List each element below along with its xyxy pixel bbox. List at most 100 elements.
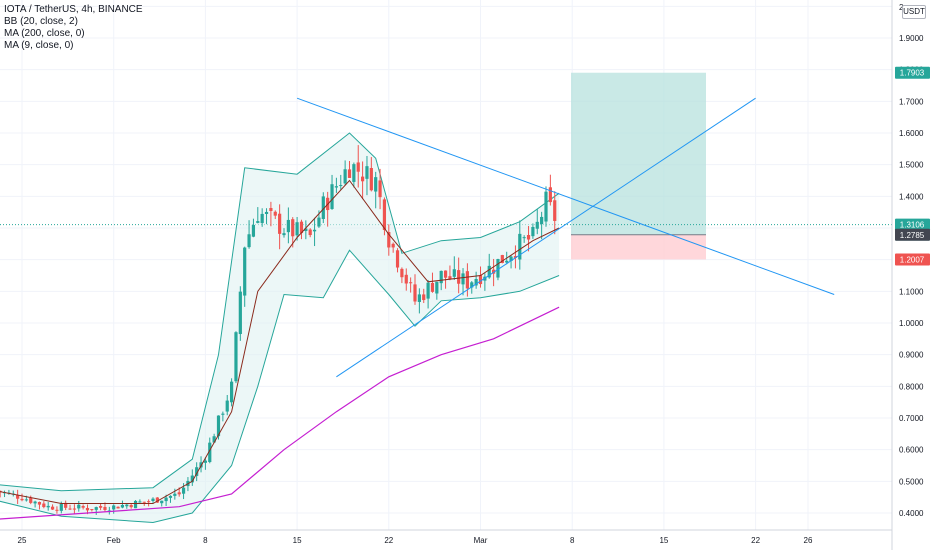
candle (487, 253, 491, 279)
candle-body (535, 221, 539, 229)
candle-body (343, 169, 347, 184)
candle (330, 174, 334, 210)
candle (518, 220, 522, 270)
candle-body (94, 507, 98, 510)
candle (50, 504, 55, 511)
candle (339, 174, 343, 190)
candle-body (155, 497, 159, 503)
candle (474, 271, 478, 289)
candle (29, 495, 33, 505)
candle (168, 495, 173, 503)
candle (461, 268, 465, 296)
candle (20, 493, 24, 502)
x-tick-label: 15 (659, 536, 668, 545)
candle-body (334, 186, 338, 188)
candle-body (64, 502, 68, 508)
x-tick-label: Mar (474, 536, 488, 545)
x-tick-label: 22 (751, 536, 760, 545)
candle (212, 433, 216, 443)
candle (304, 220, 308, 240)
x-tick-label: Feb (107, 536, 121, 545)
candle (264, 208, 269, 225)
candle (448, 265, 452, 281)
candle (548, 174, 552, 206)
candle-body (531, 226, 535, 237)
candle-body (430, 283, 435, 292)
x-tick-label: 26 (804, 536, 813, 545)
candle-body (369, 168, 373, 191)
candle-body (522, 237, 526, 239)
indicator-ma200-label[interactable]: MA (200, close, 0) (4, 28, 85, 39)
candle-body (387, 232, 391, 248)
price-badge-label: 1.2785 (900, 231, 925, 240)
candle-body (24, 499, 28, 501)
candle (147, 499, 151, 507)
candle-body (112, 505, 116, 510)
candle-body (470, 282, 474, 288)
candle-body (448, 276, 452, 280)
candle (334, 177, 338, 193)
candle (112, 504, 116, 514)
candle (230, 378, 234, 407)
candle (160, 500, 164, 507)
candle (81, 504, 85, 510)
price-badge-label: 1.7903 (900, 69, 925, 78)
candle-body (168, 495, 173, 498)
candle (116, 506, 120, 509)
candle-body (29, 497, 33, 503)
candle-body (365, 166, 369, 179)
candle (430, 272, 435, 293)
candle-body (173, 493, 177, 496)
candle (295, 217, 299, 241)
candle-body (151, 498, 155, 502)
candle (361, 161, 365, 200)
indicator-ma9-label[interactable]: MA (9, close, 0) (4, 40, 74, 51)
candle (68, 504, 72, 510)
candle (273, 210, 277, 220)
candle-body (540, 216, 544, 225)
candle-body (461, 273, 465, 285)
candle (356, 145, 360, 188)
candle (243, 246, 247, 307)
candle-body (409, 282, 413, 284)
candle-body (391, 243, 395, 248)
trendline-1 (296, 97, 835, 295)
candle (312, 217, 317, 247)
price-badge-bg (895, 228, 930, 241)
price-badge-bg (895, 66, 930, 79)
ma9-line (0, 179, 560, 504)
candle-body (195, 467, 199, 476)
candle-body (544, 191, 548, 222)
candle-body (42, 503, 46, 508)
candle-body (46, 505, 50, 508)
candle-body (190, 475, 194, 483)
ma200-line (0, 306, 560, 520)
candle (269, 201, 273, 227)
candle-body (85, 507, 90, 511)
currency-button[interactable]: USDT (902, 5, 926, 19)
candle (457, 257, 461, 294)
candle-body (291, 219, 295, 237)
trendlines[interactable] (296, 97, 835, 378)
candle (299, 219, 304, 240)
candle-body (164, 497, 168, 502)
candle (347, 161, 352, 179)
candle-body (443, 270, 448, 278)
candle-body (16, 495, 20, 499)
y-tick-label: 1.1000 (899, 287, 924, 296)
candle (155, 497, 159, 503)
candle-body (177, 492, 181, 495)
candle-body (330, 184, 334, 209)
candlesticks (0, 145, 557, 515)
price-badge: 1.2785 (895, 228, 930, 241)
symbol-title[interactable]: IOTA / TetherUS, 4h, BINANCE (4, 4, 143, 15)
candle (526, 226, 531, 252)
candle-body (308, 229, 312, 236)
candle-body (212, 436, 216, 443)
target-zone (571, 72, 706, 235)
candle-body (203, 460, 207, 463)
candle-body (422, 294, 426, 301)
indicator-bb-label[interactable]: BB (20, close, 2) (4, 16, 78, 27)
